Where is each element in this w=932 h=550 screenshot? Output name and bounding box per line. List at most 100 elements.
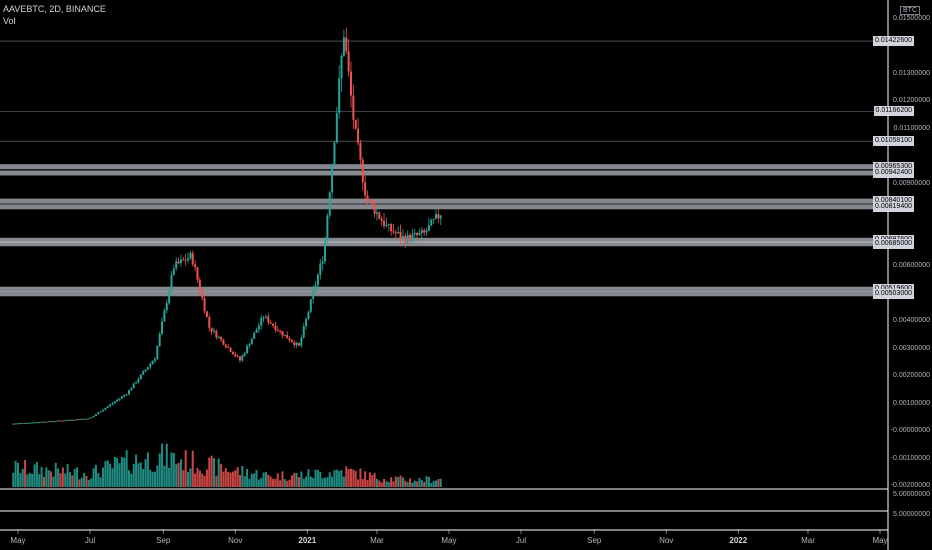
candle-body[interactable]	[326, 215, 329, 241]
candle-body[interactable]	[357, 128, 360, 143]
candle-body[interactable]	[347, 51, 350, 72]
candle-body[interactable]	[399, 231, 402, 239]
candle-body[interactable]	[123, 395, 126, 397]
candle-body[interactable]	[255, 329, 258, 333]
candle-body[interactable]	[217, 336, 220, 338]
candle-body[interactable]	[324, 240, 327, 262]
candle-body[interactable]	[371, 200, 374, 205]
candle-body[interactable]	[342, 37, 345, 56]
candle-body[interactable]	[435, 214, 438, 219]
candle-body[interactable]	[142, 371, 145, 375]
candle-body[interactable]	[305, 318, 308, 327]
candle-body[interactable]	[179, 259, 182, 264]
candle-body[interactable]	[368, 199, 371, 201]
candle-body[interactable]	[264, 316, 267, 318]
candle-body[interactable]	[366, 195, 369, 200]
candle-body[interactable]	[361, 159, 364, 183]
candle-body[interactable]	[16, 423, 19, 425]
candle-body[interactable]	[116, 399, 119, 402]
candle-body[interactable]	[262, 317, 265, 319]
candle-body[interactable]	[172, 268, 175, 275]
candle-body[interactable]	[47, 421, 50, 423]
candle-body[interactable]	[104, 407, 107, 410]
candle-body[interactable]	[163, 310, 166, 322]
candle-body[interactable]	[12, 423, 15, 425]
candle-body[interactable]	[210, 327, 213, 332]
candle-body[interactable]	[293, 342, 296, 346]
candle-body[interactable]	[394, 232, 397, 234]
candle-body[interactable]	[274, 325, 277, 330]
candle-body[interactable]	[102, 409, 105, 412]
candle-body[interactable]	[149, 363, 152, 368]
level-zone[interactable]	[0, 164, 888, 170]
candle-body[interactable]	[418, 233, 421, 236]
candle-body[interactable]	[24, 422, 27, 424]
candle-body[interactable]	[397, 231, 400, 234]
candle-body[interactable]	[201, 290, 204, 299]
candle-body[interactable]	[198, 279, 201, 291]
candle-body[interactable]	[302, 326, 305, 338]
candle-body[interactable]	[349, 71, 352, 96]
candle-body[interactable]	[80, 418, 83, 420]
candle-body[interactable]	[68, 419, 71, 421]
candle-body[interactable]	[153, 359, 156, 361]
candle-body[interactable]	[267, 316, 270, 323]
candle-body[interactable]	[184, 259, 187, 261]
candle-body[interactable]	[73, 419, 76, 421]
candle-body[interactable]	[406, 234, 409, 244]
candle-body[interactable]	[52, 421, 55, 423]
level-zone[interactable]	[0, 170, 888, 176]
candle-body[interactable]	[224, 344, 227, 348]
candle-body[interactable]	[76, 419, 79, 421]
candle-body[interactable]	[269, 322, 272, 324]
candle-body[interactable]	[373, 204, 376, 214]
candle-body[interactable]	[191, 253, 194, 265]
level-zone[interactable]	[0, 237, 888, 243]
candle-body[interactable]	[234, 354, 237, 357]
candle-body[interactable]	[430, 219, 433, 226]
candle-body[interactable]	[125, 394, 128, 396]
candle-body[interactable]	[411, 234, 414, 242]
candle-body[interactable]	[319, 263, 322, 275]
candle-body[interactable]	[21, 422, 24, 424]
candle-body[interactable]	[196, 267, 199, 280]
candle-body[interactable]	[316, 274, 319, 286]
candle-body[interactable]	[151, 360, 154, 364]
candle-body[interactable]	[40, 421, 43, 423]
candle-body[interactable]	[87, 418, 90, 420]
candle-body[interactable]	[111, 403, 114, 405]
level-zone[interactable]	[0, 241, 888, 247]
candle-body[interactable]	[300, 337, 303, 346]
candle-body[interactable]	[281, 331, 284, 336]
candle-body[interactable]	[54, 421, 57, 423]
candle-body[interactable]	[231, 351, 234, 355]
candle-body[interactable]	[283, 334, 286, 336]
candle-body[interactable]	[380, 218, 383, 221]
candle-body[interactable]	[425, 230, 428, 233]
candle-body[interactable]	[28, 422, 31, 424]
candle-body[interactable]	[383, 220, 386, 226]
candle-body[interactable]	[432, 218, 435, 220]
candle-body[interactable]	[139, 374, 142, 380]
candle-body[interactable]	[187, 258, 190, 261]
candle-body[interactable]	[135, 382, 138, 384]
candle-body[interactable]	[213, 330, 216, 332]
candle-body[interactable]	[246, 345, 249, 354]
candle-body[interactable]	[416, 232, 419, 236]
level-zone[interactable]	[0, 286, 888, 292]
candle-body[interactable]	[312, 290, 315, 300]
candle-body[interactable]	[33, 422, 36, 424]
candle-body[interactable]	[238, 356, 241, 361]
volume-indicator-label[interactable]: Vol	[3, 16, 16, 26]
candle-body[interactable]	[392, 231, 395, 233]
candle-body[interactable]	[113, 401, 116, 404]
candle-body[interactable]	[236, 356, 239, 358]
candle-body[interactable]	[38, 422, 41, 424]
candle-body[interactable]	[14, 423, 17, 425]
candle-body[interactable]	[156, 346, 159, 360]
candle-body[interactable]	[92, 415, 95, 418]
candle-body[interactable]	[158, 333, 161, 347]
candle-body[interactable]	[248, 344, 251, 346]
candle-body[interactable]	[78, 419, 81, 421]
